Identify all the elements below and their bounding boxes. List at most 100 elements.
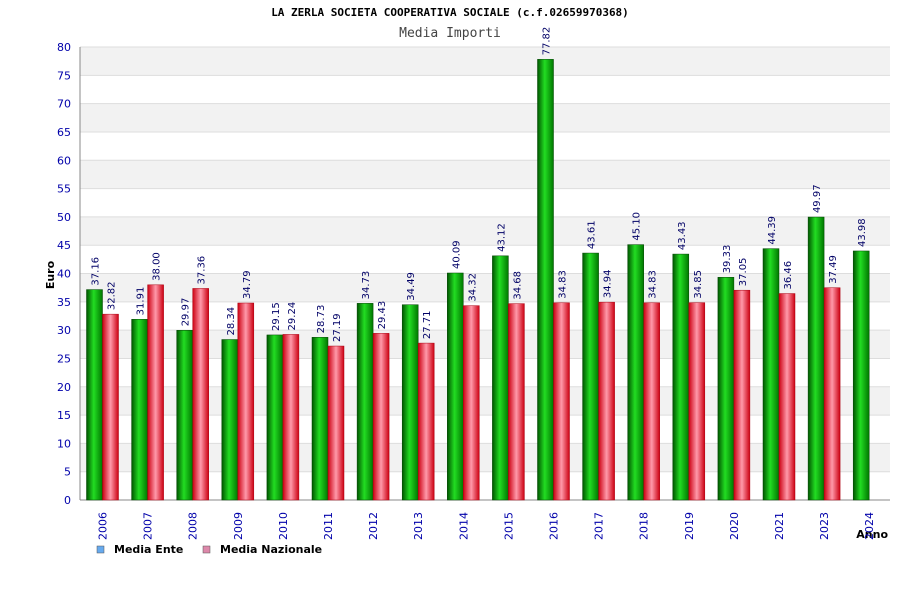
y-tick-label: 35 (57, 296, 71, 309)
bar-media-ente (447, 272, 464, 501)
bar-media-ente (86, 289, 103, 501)
x-tick-label: 2012 (367, 512, 380, 540)
data-label: 28.34 (226, 307, 237, 336)
data-label: 49.97 (812, 184, 823, 213)
x-tick-label: 2015 (502, 512, 515, 540)
y-tick-label: 60 (57, 154, 71, 167)
bar-media-nazionale (508, 303, 525, 501)
x-tick-label: 2011 (322, 512, 335, 540)
chart-title: LA ZERLA SOCIETA COOPERATIVA SOCIALE (c.… (271, 6, 629, 19)
data-label: 37.16 (91, 257, 102, 286)
y-tick-label: 40 (57, 268, 71, 281)
x-tick-label: 2010 (277, 512, 290, 540)
bar-media-ente (762, 248, 780, 501)
y-tick-label: 30 (57, 324, 71, 337)
bar-media-nazionale (102, 313, 119, 501)
data-label: 36.46 (783, 261, 794, 290)
data-label: 34.85 (693, 270, 704, 299)
x-tick-label: 2019 (683, 512, 696, 540)
x-tick-label: 2009 (232, 512, 245, 540)
y-tick-label: 10 (57, 437, 71, 450)
grid-band (80, 245, 890, 274)
bar-media-nazionale (778, 293, 796, 501)
bar-media-ente (492, 255, 509, 501)
bar-media-ente (221, 339, 239, 501)
y-tick-label: 5 (64, 466, 71, 479)
x-tick-label: 2016 (548, 512, 561, 540)
bar-media-ente (807, 216, 825, 501)
data-label: 39.33 (722, 245, 733, 274)
y-tick-label: 15 (57, 409, 71, 422)
bar-media-nazionale (733, 289, 751, 501)
bar-media-ente (176, 330, 193, 501)
grid-band (80, 443, 890, 472)
y-tick-label: 50 (57, 211, 71, 224)
data-label: 34.49 (406, 272, 417, 301)
data-label: 32.82 (107, 282, 118, 311)
y-tick-label: 70 (57, 98, 71, 111)
legend-label: Media Nazionale (220, 543, 322, 556)
data-label: 29.15 (271, 302, 282, 331)
data-label: 34.83 (558, 270, 569, 299)
x-tick-label: 2006 (97, 512, 110, 540)
bar-media-nazionale (237, 302, 255, 501)
x-tick-label: 2020 (728, 512, 741, 540)
grid-band (80, 160, 890, 189)
chart-subtitle: Media Importi (399, 26, 501, 41)
data-label: 29.24 (287, 302, 298, 331)
y-tick-label: 55 (57, 183, 71, 196)
bar-media-nazionale (327, 345, 345, 501)
y-tick-label: 0 (64, 494, 71, 507)
bar-media-nazionale (553, 302, 570, 501)
bar-media-ente (311, 337, 329, 501)
data-label: 77.82 (542, 27, 553, 56)
bar-media-nazionale (192, 288, 209, 501)
grid-band (80, 103, 890, 132)
bar-media-ente (401, 304, 419, 501)
data-label: 29.43 (377, 301, 388, 330)
bar-media-nazionale (688, 302, 706, 501)
grid-band (80, 273, 890, 302)
x-tick-label: 2021 (773, 512, 786, 540)
legend-swatch (202, 545, 211, 554)
data-label: 37.49 (828, 255, 839, 284)
grid-band (80, 131, 890, 161)
bar-media-nazionale (417, 342, 435, 501)
data-label: 27.71 (422, 310, 433, 339)
data-label: 38.00 (152, 252, 163, 281)
data-label: 29.97 (181, 298, 192, 327)
data-label: 44.39 (767, 216, 778, 245)
grid-band (80, 301, 890, 331)
y-tick-label: 20 (57, 381, 71, 394)
data-label: 34.94 (603, 270, 614, 299)
bar-media-nazionale (372, 333, 390, 501)
bar-media-nazionale (147, 284, 164, 501)
x-tick-label: 2014 (457, 512, 470, 540)
bar-media-ente (717, 277, 735, 501)
data-label: 27.19 (332, 313, 343, 342)
y-tick-label: 65 (57, 126, 71, 139)
data-label: 43.43 (677, 221, 688, 250)
data-label: 34.68 (512, 271, 523, 300)
y-tick-label: 80 (57, 41, 71, 54)
data-label: 43.61 (587, 220, 598, 249)
y-tick-label: 25 (57, 352, 71, 365)
data-label: 34.79 (242, 270, 253, 299)
bar-media-nazionale (823, 287, 841, 501)
bar-media-nazionale (463, 305, 480, 501)
x-tick-label: 2007 (142, 512, 155, 540)
data-label: 28.73 (316, 305, 327, 334)
bar-media-ente (356, 303, 374, 501)
data-label: 37.05 (738, 258, 749, 287)
x-tick-label: 2008 (187, 512, 200, 540)
bar-media-nazionale (598, 301, 615, 501)
bar-media-ente (266, 334, 284, 501)
grid-band (80, 386, 890, 416)
x-tick-label: 2023 (818, 512, 831, 540)
x-tick-label: 2018 (638, 512, 651, 540)
grid-band (80, 330, 890, 359)
grid-band (80, 471, 890, 500)
y-tick-label: 45 (57, 239, 71, 252)
